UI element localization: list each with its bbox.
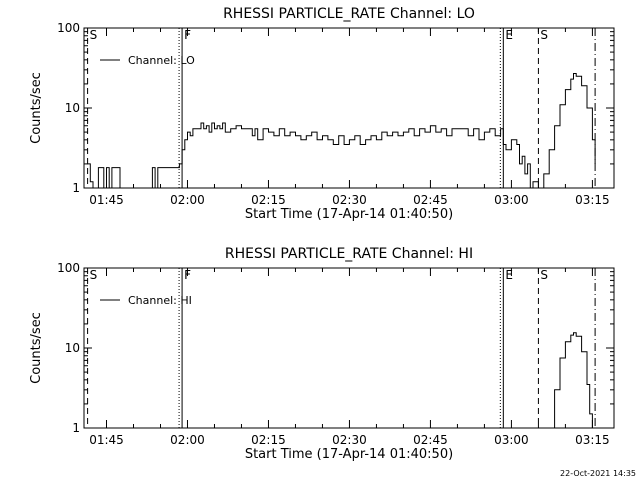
x-tick-label: 03:00 — [494, 193, 529, 207]
footer-timestamp: 22-Oct-2021 14:35 — [560, 469, 636, 478]
y-tick-label: 1 — [72, 421, 80, 435]
x-tick-label: 02:30 — [332, 193, 367, 207]
event-marker: S — [87, 28, 98, 188]
marker-label: F — [184, 28, 191, 42]
event-marker: F — [178, 268, 191, 428]
marker-label: S — [540, 268, 548, 282]
x-tick-label: 02:00 — [170, 193, 205, 207]
legend-entry: Channel: HI — [128, 294, 192, 307]
x-tick-label: 02:45 — [413, 193, 448, 207]
x-tick-label: 02:00 — [170, 433, 205, 447]
marker-label: E — [505, 268, 513, 282]
series-line — [554, 332, 593, 428]
x-tick-label: 03:15 — [575, 193, 610, 207]
y-axis-label: Counts/sec — [29, 72, 44, 144]
marker-label: F — [184, 268, 191, 282]
event-marker: E — [499, 268, 513, 428]
marker-label: S — [90, 268, 98, 282]
x-tick-label: 03:15 — [575, 433, 610, 447]
x-axis-label: Start Time (17-Apr-14 01:40:50) — [245, 207, 453, 222]
x-tick-label: 02:15 — [251, 193, 286, 207]
chart-title: RHESSI PARTICLE_RATE Channel: LO — [223, 6, 475, 22]
x-tick-label: 01:45 — [89, 193, 124, 207]
x-tick-label: 02:30 — [332, 433, 367, 447]
marker-label: S — [90, 28, 98, 42]
marker-label: S — [540, 28, 548, 42]
x-tick-label: 02:45 — [413, 433, 448, 447]
y-tick-label: 1 — [72, 181, 80, 195]
y-axis-label: Counts/sec — [29, 312, 44, 384]
series-line — [87, 73, 596, 188]
y-tick-label: 100 — [57, 21, 80, 35]
y-tick-label: 10 — [65, 101, 80, 115]
legend-entry: Channel: LO — [128, 54, 195, 67]
chart-panel-1: RHESSI PARTICLE_RATE Channel: LO 01:45 02:… — [29, 6, 615, 222]
x-tick-label: 02:15 — [251, 433, 286, 447]
event-marker: S — [537, 268, 548, 428]
chart-title: RHESSI PARTICLE_RATE Channel: HI — [225, 246, 473, 262]
x-tick-label: 03:00 — [494, 433, 529, 447]
event-marker: S — [537, 28, 548, 188]
y-tick-label: 100 — [57, 261, 80, 275]
x-axis-label: Start Time (17-Apr-14 01:40:50) — [245, 447, 453, 462]
x-tick-label: 01:45 — [89, 433, 124, 447]
y-tick-label: 10 — [65, 341, 80, 355]
legend: Channel: HI — [100, 294, 192, 307]
marker-label: E — [505, 28, 513, 42]
event-marker: E — [499, 28, 513, 188]
chart-panel-2: RHESSI PARTICLE_RATE Channel: HI 01:45 02:… — [29, 246, 615, 462]
legend: Channel: LO — [100, 54, 195, 67]
event-marker: S — [87, 268, 98, 428]
